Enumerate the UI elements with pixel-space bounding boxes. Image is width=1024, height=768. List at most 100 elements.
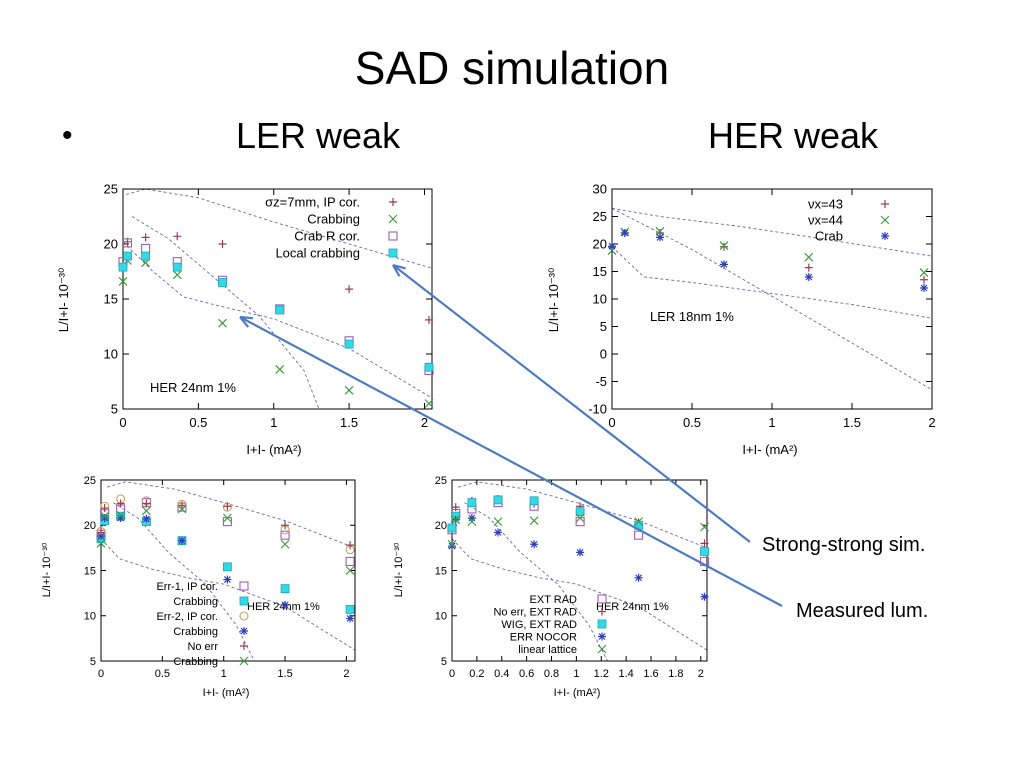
- data-point: [218, 318, 227, 328]
- data-point: [141, 243, 151, 253]
- x-tick-label: 1.5: [340, 415, 358, 430]
- data-point: [493, 495, 503, 505]
- data-point: [344, 385, 354, 395]
- y-tick-label: 15: [435, 565, 447, 577]
- legend-marker: [239, 581, 249, 591]
- data-point: [634, 573, 643, 582]
- x-tick-label: 1: [221, 668, 227, 680]
- data-point: [447, 539, 457, 549]
- data-point: [177, 536, 186, 545]
- y-tick-label: 0: [600, 347, 607, 362]
- data-point: [222, 562, 232, 572]
- y-tick-label: 20: [435, 520, 447, 532]
- x-tick-label: 2: [343, 668, 349, 680]
- data-point: [218, 278, 227, 287]
- legend-marker: [388, 231, 398, 241]
- data-point: [281, 600, 290, 609]
- annotation-arrows: [239, 263, 783, 607]
- x-axis-label: I+I- (mA²): [246, 442, 301, 457]
- y-tick-label: 10: [84, 611, 96, 623]
- y-tick-label: 25: [593, 209, 607, 224]
- x-tick-label: 0.8: [544, 668, 559, 680]
- arrow-measured-head: [239, 315, 254, 328]
- y-tick-label: 10: [593, 292, 607, 307]
- data-point: [281, 521, 290, 530]
- y-tick-label: 15: [593, 264, 607, 279]
- legend-label: Crabbing: [173, 626, 218, 638]
- arrow-strong-strong-head: [392, 263, 406, 277]
- y-tick-label: 15: [104, 292, 118, 307]
- data-point: [467, 514, 476, 523]
- y-tick-label: 20: [104, 237, 118, 252]
- x-tick-label: 0: [449, 668, 455, 680]
- legend-label: νx=44: [808, 213, 843, 228]
- data-point: [96, 538, 106, 548]
- data-point: [493, 517, 503, 527]
- legend-marker: [597, 644, 607, 654]
- data-point: [172, 270, 182, 280]
- data-point: [424, 362, 434, 372]
- arrow-measured: [239, 316, 783, 607]
- legend-marker: [239, 611, 249, 621]
- x-tick-label: 1.4: [618, 668, 633, 680]
- data-point: [448, 542, 456, 551]
- x-tick-label: 0.5: [189, 415, 207, 430]
- x-tick-label: 0: [98, 668, 104, 680]
- data-point: [142, 514, 151, 523]
- legend-label: ERR NOCOR: [510, 631, 577, 643]
- data-point: [345, 605, 355, 614]
- legend-marker: [389, 198, 397, 206]
- data-point: [719, 241, 729, 251]
- x-tick-label: 1: [573, 668, 579, 680]
- data-point: [529, 496, 539, 506]
- y-tick-label: 20: [84, 520, 96, 532]
- data-point: [218, 240, 227, 248]
- data-point: [529, 516, 539, 526]
- y-tick-label: 15: [84, 565, 96, 577]
- envelope-line: [612, 246, 932, 319]
- legend-label: linear lattice: [518, 644, 577, 656]
- data-point: [920, 275, 928, 284]
- envelope-line: [452, 538, 707, 651]
- x-tick-label: 0.6: [519, 668, 534, 680]
- x-tick-label: 1.8: [668, 668, 683, 680]
- data-point: [345, 556, 355, 567]
- data-point: [223, 502, 232, 511]
- data-point: [275, 305, 285, 315]
- y-tick-label: 5: [111, 402, 118, 417]
- data-point: [280, 539, 290, 549]
- data-point: [123, 251, 132, 261]
- y-tick-label: 5: [441, 656, 447, 668]
- data-point: [700, 547, 709, 556]
- data-point: [700, 592, 709, 601]
- data-point: [116, 510, 126, 520]
- legend-label: σz=7mm, IP cor.: [265, 195, 360, 210]
- y-tick-label: 5: [600, 319, 607, 334]
- legend-label: WIG, EXT RAD: [501, 619, 577, 631]
- data-point: [116, 514, 125, 523]
- data-point: [141, 233, 150, 242]
- legend-marker: [239, 656, 249, 666]
- note-measured-lum: Measured lum.: [796, 600, 929, 622]
- envelope-line: [131, 216, 320, 409]
- legend-label: Crab: [815, 229, 843, 244]
- data-point: [100, 511, 110, 521]
- legend-label: Crabbing: [173, 596, 218, 608]
- data-point: [608, 242, 616, 251]
- data-point: [280, 530, 290, 540]
- data-point: [275, 364, 285, 374]
- legend-label: Crabbing: [173, 656, 218, 668]
- data-point: [177, 501, 186, 510]
- data-point: [118, 276, 128, 286]
- y-tick-label: 25: [84, 475, 96, 487]
- y-axis-label: L/I+I- 10⁻³⁰: [41, 542, 53, 597]
- y-tick-label: 30: [593, 182, 607, 197]
- data-point: [141, 506, 151, 516]
- legend-label: EXT RAD: [530, 594, 578, 606]
- data-point: [424, 399, 434, 408]
- data-point: [141, 251, 151, 261]
- data-point: [467, 517, 477, 527]
- legend-marker: [240, 627, 248, 635]
- data-point: [118, 262, 128, 272]
